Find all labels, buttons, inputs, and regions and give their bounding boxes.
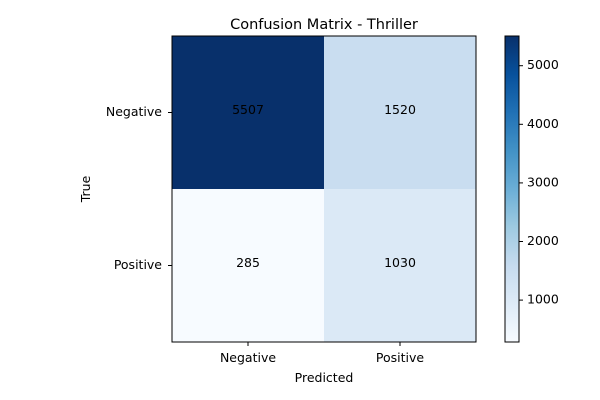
heatmap-cells: 5507 1520 285 1030 [172,36,476,342]
cell-value-label: 1520 [384,102,416,117]
heatmap-cell [324,189,476,342]
colorbar-tick-label: 4000 [527,116,559,131]
colorbar [504,35,520,343]
x-axis-label: Predicted [295,370,354,385]
colorbar-tick-label: 1000 [527,292,559,307]
colorbar-tick-label: 2000 [527,233,559,248]
colorbar-tick-label: 5000 [527,57,559,72]
plot-frame [171,35,477,343]
heatmap-cell [172,189,324,342]
heatmap-cell [172,36,324,189]
x-tick-label: Positive [376,350,424,365]
y-tick-label: Negative [106,104,162,119]
y-tick-label: Positive [114,257,162,272]
cell-value-label: 5507 [232,102,264,117]
heatmap-cell [324,36,476,189]
cell-value-label: 1030 [384,255,416,270]
x-tick-label: Negative [220,350,276,365]
cell-value-label: 285 [236,255,260,270]
y-axis-label: True [78,175,93,203]
y-axis-ticks: Negative Positive [106,104,172,272]
colorbar-ticks: 1000 2000 3000 4000 5000 [519,57,559,307]
colorbar-tick-label: 3000 [527,174,559,189]
x-axis-ticks: Negative Positive [220,342,424,365]
chart-title: Confusion Matrix - Thriller [230,17,418,33]
